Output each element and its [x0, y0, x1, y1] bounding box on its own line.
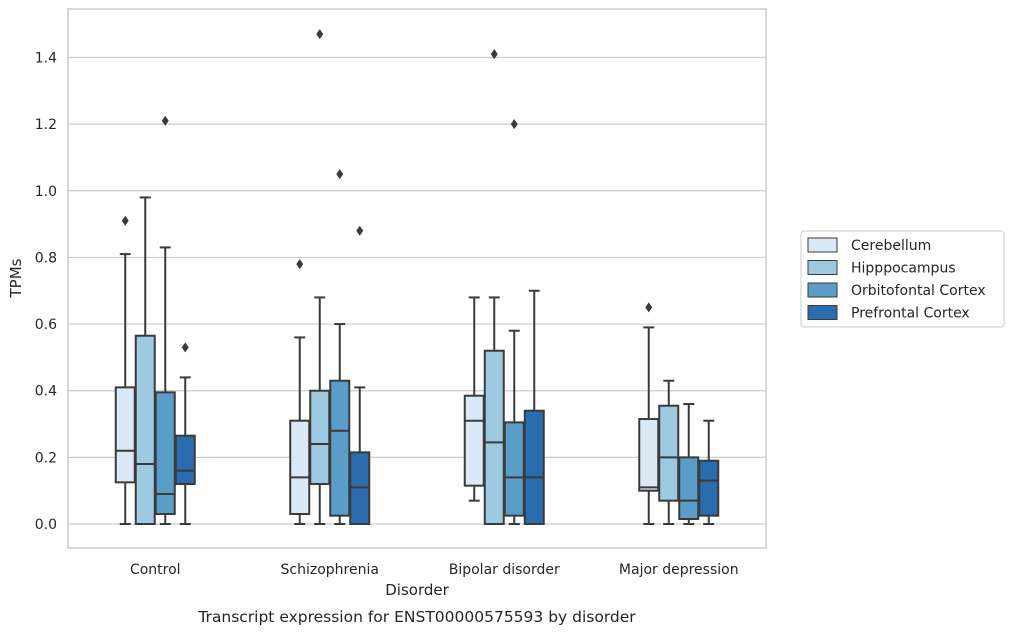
x-tick-labels: Control Schizophrenia Bipolar disorder Majo… [130, 562, 739, 578]
legend-frame [800, 230, 1005, 328]
legend: Cerebellum Hipppocampus Orbitofontal Corte… [800, 230, 1005, 328]
series-prefrontal-cortex [174, 225, 720, 526]
series-hipppocampus [134, 29, 680, 525]
box [154, 115, 176, 525]
legend-swatch [807, 260, 838, 275]
legend-item: Orbitofontal Cortex [807, 282, 986, 299]
box-body [698, 459, 720, 517]
box-body [114, 386, 136, 484]
legend-swatch [807, 305, 838, 320]
legend-label: Orbitofontal Cortex [851, 283, 986, 299]
box [503, 119, 525, 525]
outlier-point [161, 115, 169, 126]
box [698, 419, 720, 525]
series-orbitofontal-cortex [154, 115, 700, 525]
box [523, 289, 545, 526]
plot-frame [67, 8, 767, 549]
legend-item: Prefrontal Cortex [807, 305, 970, 322]
box-body [309, 389, 331, 486]
box-body [154, 391, 176, 516]
series-cerebellum [114, 215, 660, 525]
box-plots [114, 29, 720, 526]
box [174, 342, 196, 525]
x-tick-label: Schizophrenia [281, 562, 379, 578]
box [483, 49, 505, 525]
legend-swatch [807, 237, 838, 253]
box [463, 296, 485, 502]
box-body [503, 421, 525, 517]
outlier-point [316, 29, 324, 40]
y-tick-label: 0.8 [35, 250, 57, 266]
box [134, 196, 156, 525]
x-tick-label: Control [130, 562, 181, 578]
y-tick-label: 1.2 [35, 117, 57, 133]
box-body [134, 334, 156, 525]
outlier-point [121, 215, 129, 226]
chart-caption: Transcript expression for ENST0000057559… [197, 608, 636, 626]
box-body [463, 394, 485, 487]
y-tick-label: 0.0 [35, 517, 57, 533]
outlier-point [336, 169, 344, 180]
box [349, 225, 371, 525]
x-tick-label: Major depression [619, 562, 739, 578]
y-tick-label: 1.0 [35, 184, 57, 200]
x-axis-label: Disorder [385, 581, 449, 599]
legend-item: Cerebellum [807, 237, 931, 254]
legend-label: Hipppocampus [851, 261, 956, 277]
box-body [638, 418, 660, 492]
legend-swatch [807, 282, 838, 298]
outlier-point [510, 119, 518, 130]
box-body [174, 434, 196, 486]
outlier-point [490, 49, 498, 60]
y-tick-label: 0.4 [35, 384, 57, 400]
outlier-point [296, 259, 304, 270]
box [658, 379, 680, 525]
box-body [289, 419, 311, 516]
y-tick-label: 0.2 [35, 450, 57, 466]
box-body [678, 456, 700, 521]
outlier-point [645, 302, 653, 313]
box [638, 302, 660, 525]
box [114, 215, 136, 525]
legend-label: Cerebellum [851, 238, 931, 254]
y-tick-label: 0.6 [35, 317, 57, 333]
box [309, 29, 331, 525]
box [289, 259, 311, 525]
box [329, 169, 351, 525]
x-tick-label: Bipolar disorder [449, 562, 560, 578]
y-axis-label: TPMs [7, 258, 25, 298]
box-body [483, 349, 505, 525]
y-tick-label: 1.4 [35, 51, 57, 67]
legend-label: Prefrontal Cortex [851, 306, 970, 322]
box-body [329, 379, 351, 517]
y-tick-labels: 0.0 0.2 0.4 0.6 0.8 1.0 1.2 1.4 [35, 51, 57, 534]
box [678, 403, 700, 525]
box-body [523, 409, 545, 526]
legend-item: Hipppocampus [807, 260, 956, 277]
box-body [658, 404, 680, 502]
outlier-point [181, 342, 189, 353]
outlier-point [356, 225, 364, 236]
